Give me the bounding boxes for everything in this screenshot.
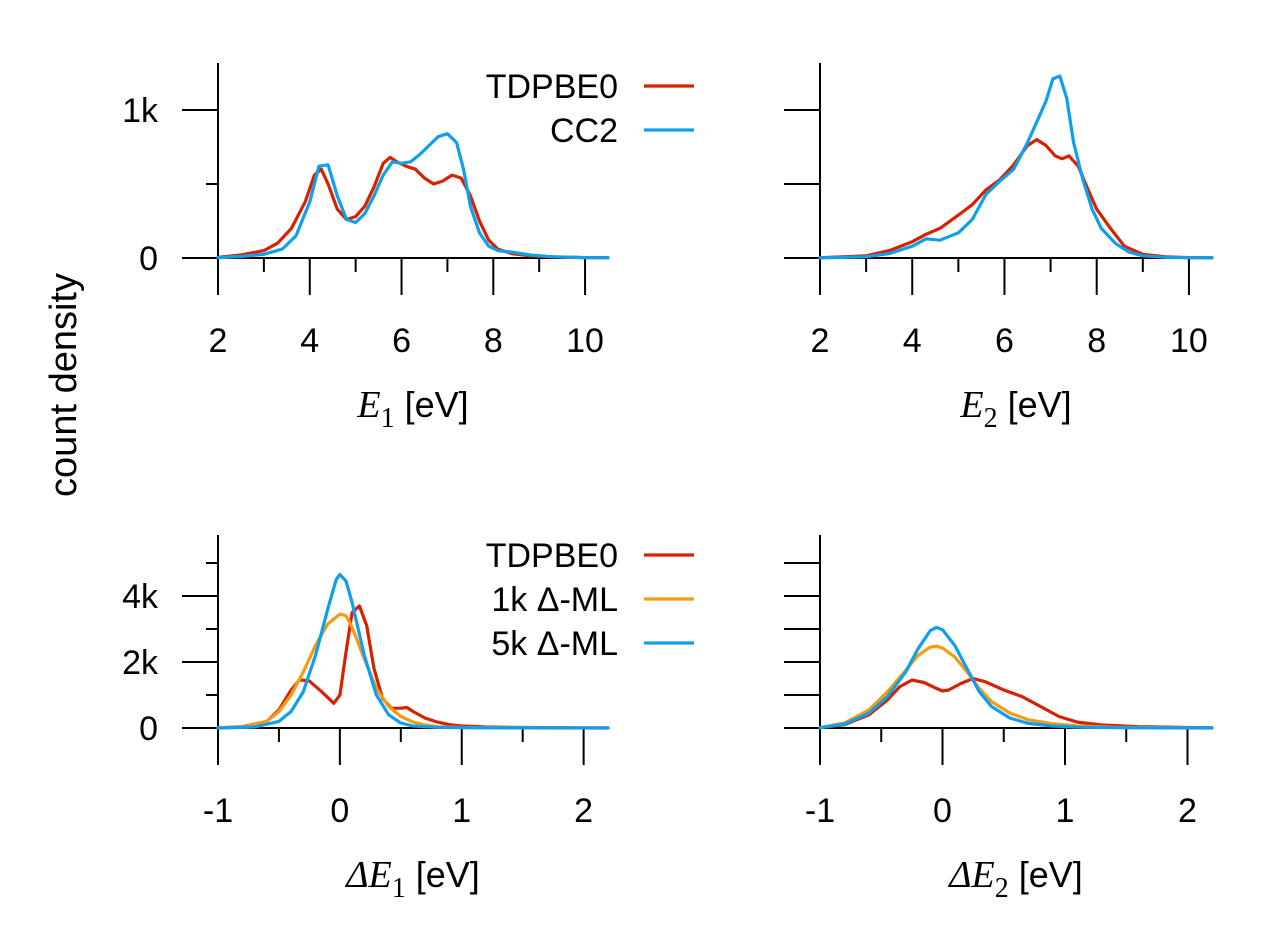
x-tick-label: 2 xyxy=(574,792,593,830)
series-line-5k-ml xyxy=(216,572,610,730)
series-line-5k-ml xyxy=(818,625,1214,730)
x-tick-label: 0 xyxy=(933,792,952,830)
x-tick-label: 2 xyxy=(811,322,830,360)
x-tick-label: 10 xyxy=(566,322,604,360)
y-tick-label: 0 xyxy=(139,240,158,278)
x-label-var: E xyxy=(971,854,995,896)
x-tick-label: -1 xyxy=(203,792,233,830)
y-tick-label: 0 xyxy=(139,710,158,748)
legend-label: TDPBE0 xyxy=(486,68,618,106)
x-tick-label: 4 xyxy=(300,322,319,360)
x-axis-label: ΔE1 [eV] xyxy=(344,854,480,904)
x-tick-label: 4 xyxy=(903,322,922,360)
x-label-sub: 1 xyxy=(381,403,395,434)
x-label-delta: Δ xyxy=(947,854,971,896)
x-label-delta: Δ xyxy=(344,854,368,896)
x-label-unit: [eV] xyxy=(1009,854,1083,895)
series-line-tdpbe0 xyxy=(818,138,1214,260)
legend-label: 5k Δ-ML xyxy=(491,625,618,663)
x-tick-label: 1 xyxy=(1056,792,1075,830)
x-axis-label: ΔE2 [eV] xyxy=(947,854,1083,904)
x-label-unit: [eV] xyxy=(406,854,480,895)
panel-top-left: 0 1k 2 4 6 8 10 E1 [eV] TDPBE0 CC2 xyxy=(122,63,694,434)
x-label-unit: [eV] xyxy=(395,384,469,425)
y-axis-label: count density xyxy=(43,273,85,497)
x-label-unit: [eV] xyxy=(998,384,1072,425)
y-tick-label: 2k xyxy=(122,644,159,682)
x-tick-label: 0 xyxy=(330,792,349,830)
x-tick-label: 8 xyxy=(1087,322,1106,360)
series-line-cc2 xyxy=(818,74,1214,260)
legend-label: TDPBE0 xyxy=(486,537,618,575)
x-tick-label: -1 xyxy=(805,792,835,830)
legend-label: 1k Δ-ML xyxy=(491,581,618,619)
x-tick-label: 8 xyxy=(484,322,503,360)
series-line-1k-ml xyxy=(818,644,1214,730)
x-label-sub: 2 xyxy=(995,873,1009,904)
x-label-var: E xyxy=(959,384,983,426)
y-tick-label: 4k xyxy=(122,578,159,616)
x-label-sub: 2 xyxy=(984,403,998,434)
x-label-sub: 1 xyxy=(392,873,406,904)
x-tick-label: 2 xyxy=(209,322,228,360)
x-label-var: E xyxy=(356,384,380,426)
x-tick-label: 6 xyxy=(392,322,411,360)
x-tick-label: 2 xyxy=(1178,792,1197,830)
x-tick-label: 6 xyxy=(995,322,1014,360)
series-line-tdpbe0 xyxy=(216,155,610,260)
series-line-cc2 xyxy=(216,132,610,260)
x-tick-label: 1 xyxy=(452,792,471,830)
x-tick-label: 10 xyxy=(1170,322,1208,360)
legend-label: CC2 xyxy=(550,112,618,150)
x-axis-label: E1 [eV] xyxy=(356,384,468,434)
y-tick-label: 1k xyxy=(122,92,159,130)
x-axis-label: E2 [eV] xyxy=(959,384,1071,434)
x-label-var: E xyxy=(368,854,392,896)
series-line-tdpbe0 xyxy=(818,676,1214,730)
